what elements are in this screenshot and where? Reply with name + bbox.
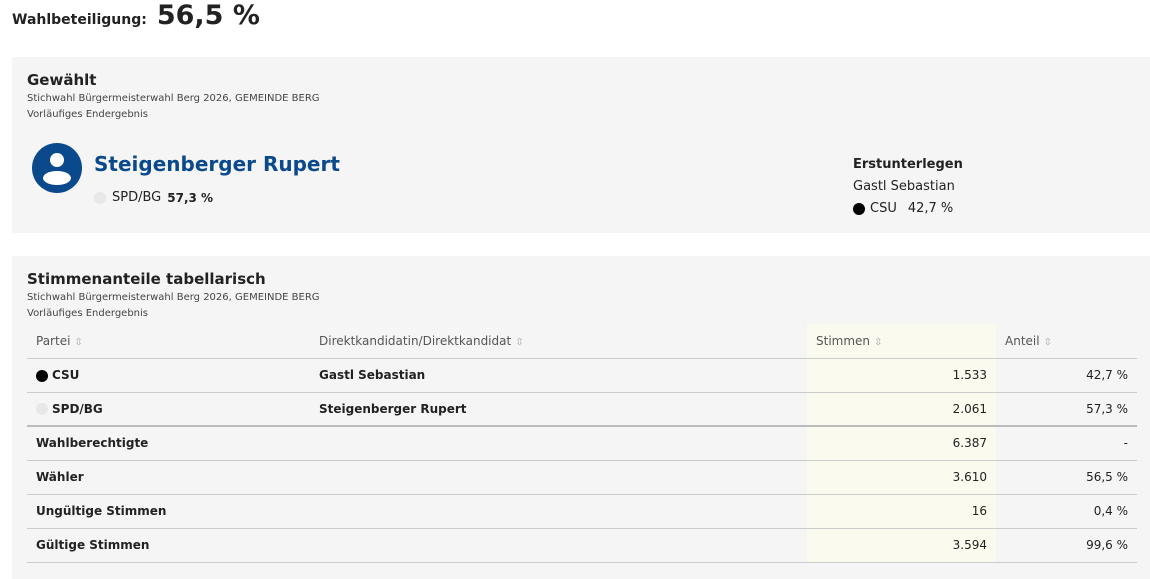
results-table-panel: Stimmenanteile tabellarisch Stichwahl Bü… xyxy=(12,256,1150,579)
summary-row: Gültige Stimmen 3.594 99,6 % xyxy=(27,528,1137,563)
header-share[interactable]: Anteil ⇳ xyxy=(996,324,1137,359)
share: 99,6 % xyxy=(996,528,1137,563)
summary-label: Wahlberechtigte xyxy=(27,426,807,461)
turnout-label: Wahlbeteiligung: xyxy=(12,12,147,28)
sort-icon[interactable]: ⇳ xyxy=(515,336,524,348)
elected-subtitle: Stichwahl Bürgermeisterwahl Berg 2026, G… xyxy=(27,93,320,104)
summary-row: Wähler 3.610 56,5 % xyxy=(27,460,1137,495)
party: CSU xyxy=(52,368,80,382)
elected-panel: Gewählt Stichwahl Bürgermeisterwahl Berg… xyxy=(12,57,1150,233)
votes: 1.533 xyxy=(807,358,996,393)
votes: 3.610 xyxy=(807,460,996,495)
sort-icon[interactable]: ⇳ xyxy=(1043,336,1052,348)
header-votes[interactable]: Stimmen ⇳ xyxy=(807,324,996,359)
runner-up-party: CSU xyxy=(870,201,897,216)
party-color-dot xyxy=(853,203,865,215)
turnout-value: 56,5 % xyxy=(156,0,260,31)
summary-row: Ungültige Stimmen 16 0,4 % xyxy=(27,494,1137,529)
elected-title: Gewählt xyxy=(27,71,97,89)
winner-party: SPD/BG 57,3 % xyxy=(94,190,213,205)
party-color-dot xyxy=(94,191,106,204)
share: 0,4 % xyxy=(996,494,1137,529)
candidate: Steigenberger Rupert xyxy=(310,392,807,427)
votes: 2.061 xyxy=(807,392,996,427)
summary-label: Gültige Stimmen xyxy=(27,528,807,563)
runner-up-share: 42,7 % xyxy=(907,201,954,216)
sort-icon[interactable]: ⇳ xyxy=(74,336,83,348)
sort-icon[interactable]: ⇳ xyxy=(874,336,883,348)
runner-up-name: Gastl Sebastian xyxy=(853,179,955,194)
summary-row: Wahlberechtigte 6.387- xyxy=(27,426,1137,461)
header-party[interactable]: Partei ⇳ xyxy=(27,324,310,359)
table-title: Stimmenanteile tabellarisch xyxy=(27,270,266,288)
share: 56,5 % xyxy=(996,460,1137,495)
user-avatar-icon xyxy=(32,143,82,193)
runner-up: Erstunterlegen Gastl Sebastian CSU 42,7 … xyxy=(853,154,963,220)
winner-share: 57,3 % xyxy=(167,190,214,205)
party: SPD/BG xyxy=(52,401,103,416)
turnout: Wahlbeteiligung: 56,5 % xyxy=(12,0,260,31)
table-status: Vorläufiges Endergebnis xyxy=(27,308,148,319)
elected-status: Vorläufiges Endergebnis xyxy=(27,109,148,120)
candidate: Gastl Sebastian xyxy=(310,358,807,393)
share: - xyxy=(996,426,1137,461)
results-table: Partei ⇳ Direktkandidatin/Direktkandidat ⇳… xyxy=(27,324,1137,563)
winner-party-name: SPD/BG xyxy=(112,190,162,205)
summary-label: Wähler xyxy=(27,460,807,495)
votes: 6.387 xyxy=(807,426,996,461)
share: 42,7 % xyxy=(996,358,1137,393)
table-row: CSU Gastl Sebastian 1.533 42,7 % xyxy=(27,358,1137,393)
party-color-dot xyxy=(36,403,48,416)
votes: 3.594 xyxy=(807,528,996,563)
header-candidate[interactable]: Direktkandidatin/Direktkandidat ⇳ xyxy=(310,324,807,359)
table-row: SPD/BG Steigenberger Rupert 2.061 57,3 % xyxy=(27,392,1137,427)
table-subtitle: Stichwahl Bürgermeisterwahl Berg 2026, G… xyxy=(27,292,320,303)
runner-up-label: Erstunterlegen xyxy=(853,157,963,172)
winner-name: Steigenberger Rupert xyxy=(94,152,340,176)
party-color-dot xyxy=(36,369,48,382)
summary-label: Ungültige Stimmen xyxy=(27,494,807,529)
votes: 16 xyxy=(807,494,996,529)
share: 57,3 % xyxy=(996,392,1137,427)
